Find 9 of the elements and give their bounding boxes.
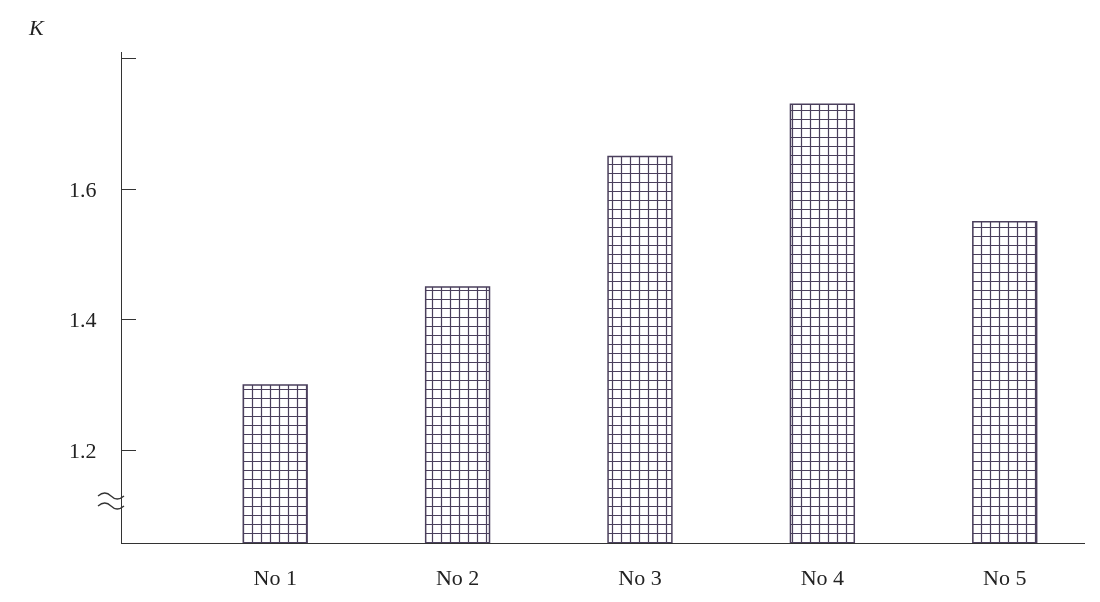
y-tick-label: 1.6 (69, 176, 97, 202)
x-tick-label: No 5 (983, 564, 1027, 590)
y-tick-label: 1.4 (69, 307, 97, 333)
x-tick-label: No 1 (253, 564, 297, 590)
x-tick-label: No 3 (618, 564, 662, 590)
y-axis-title: K (28, 15, 45, 40)
y-tick-label: 1.2 (69, 437, 97, 463)
x-tick-label: No 4 (800, 564, 845, 590)
x-tick-label: No 2 (435, 564, 480, 590)
